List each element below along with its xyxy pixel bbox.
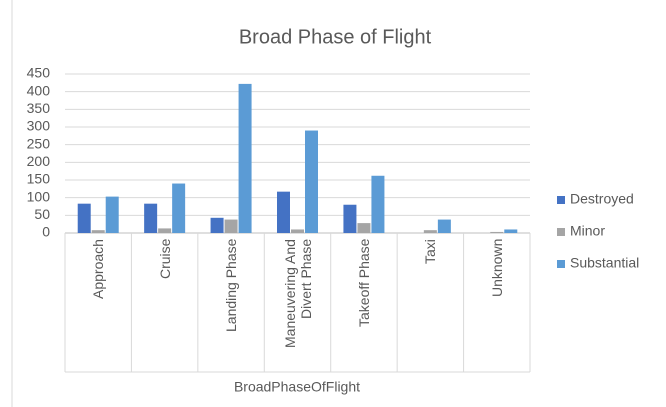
y-tick-label: 350 (27, 100, 51, 116)
bar (504, 229, 518, 233)
y-tick-label: 150 (27, 171, 51, 187)
bar (343, 204, 357, 233)
bar (144, 203, 158, 233)
x-tick-label: Cruise (156, 239, 173, 280)
bar (172, 183, 186, 233)
chart-title: Broad Phase of Flight (239, 26, 432, 48)
bar (423, 230, 437, 233)
bar (91, 230, 105, 233)
legend-swatch (557, 196, 565, 204)
bar (305, 130, 318, 233)
legend-swatch (557, 228, 565, 236)
x-axis-label: BroadPhaseOfFlight (234, 379, 360, 395)
bar (371, 175, 385, 233)
legend-label: Destroyed (570, 191, 634, 207)
x-tick-label: Taxi (422, 239, 439, 264)
bar (277, 191, 290, 233)
y-tick-label: 100 (27, 188, 51, 204)
x-tick-label: Approach (90, 239, 107, 299)
x-tick-label: Maneuvering And Divert Phase (281, 239, 314, 348)
legend-swatch (557, 260, 565, 268)
y-tick-label: 50 (34, 206, 50, 222)
y-tick-label: 0 (42, 224, 50, 240)
bar (238, 83, 252, 233)
bar (437, 219, 451, 233)
y-tick-label: 200 (27, 153, 51, 169)
x-tick-label: Takeoff Phase (355, 239, 372, 328)
bar (158, 228, 172, 233)
legend-label: Substantial (570, 255, 639, 271)
x-tick-label: Landing Phase (223, 239, 240, 333)
bar (490, 231, 504, 233)
y-tick-label: 250 (27, 135, 51, 151)
bar (105, 196, 119, 233)
x-tick-label: Unknown (488, 239, 505, 298)
y-tick-label: 400 (27, 82, 51, 98)
y-tick-label: 450 (27, 65, 51, 81)
bar (291, 229, 304, 233)
bar (210, 217, 224, 233)
legend-label: Minor (570, 223, 605, 239)
bar (77, 203, 91, 233)
bar (357, 223, 371, 233)
bar (224, 219, 238, 233)
y-tick-label: 300 (27, 118, 51, 134)
